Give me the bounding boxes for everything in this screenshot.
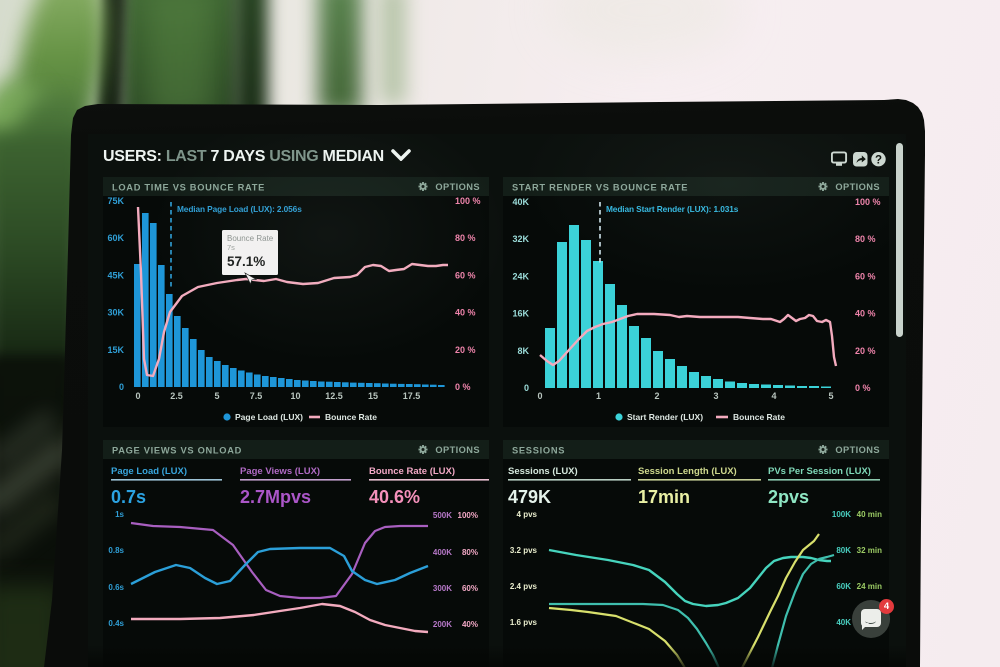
svg-text:?: ? bbox=[875, 154, 882, 166]
svg-text:5: 5 bbox=[214, 391, 219, 401]
svg-text:2pvs: 2pvs bbox=[768, 487, 809, 507]
svg-text:45K: 45K bbox=[107, 270, 124, 280]
svg-text:100K: 100K bbox=[832, 510, 851, 519]
svg-text:Page Load (LUX): Page Load (LUX) bbox=[235, 412, 303, 422]
svg-text:2: 2 bbox=[654, 391, 659, 401]
svg-text:0: 0 bbox=[524, 383, 529, 393]
svg-text:32K: 32K bbox=[512, 234, 529, 244]
svg-text:OPTIONS: OPTIONS bbox=[835, 445, 880, 455]
svg-text:OPTIONS: OPTIONS bbox=[435, 182, 480, 192]
svg-text:80 %: 80 % bbox=[855, 234, 876, 244]
svg-text:24K: 24K bbox=[512, 271, 529, 281]
svg-text:8K: 8K bbox=[517, 346, 529, 356]
svg-text:START RENDER VS BOUNCE RATE: START RENDER VS BOUNCE RATE bbox=[512, 183, 688, 193]
svg-text:LOAD TIME VS BOUNCE RATE: LOAD TIME VS BOUNCE RATE bbox=[112, 183, 265, 193]
svg-text:Bounce Rate: Bounce Rate bbox=[733, 412, 785, 422]
svg-text:Start Render (LUX): Start Render (LUX) bbox=[627, 412, 703, 422]
svg-text:4 pvs: 4 pvs bbox=[517, 510, 538, 519]
svg-text:0.8s: 0.8s bbox=[108, 546, 124, 555]
svg-text:3: 3 bbox=[713, 391, 718, 401]
svg-text:80 %: 80 % bbox=[455, 233, 476, 243]
svg-text:80%: 80% bbox=[462, 548, 478, 557]
svg-text:60%: 60% bbox=[462, 584, 478, 593]
svg-text:40.6%: 40.6% bbox=[369, 487, 420, 507]
svg-text:60K: 60K bbox=[107, 233, 124, 243]
svg-text:60K: 60K bbox=[836, 582, 851, 591]
svg-text:400K: 400K bbox=[433, 548, 452, 557]
svg-text:0.4s: 0.4s bbox=[108, 619, 124, 628]
svg-text:40K: 40K bbox=[836, 618, 851, 627]
svg-text:0.7s: 0.7s bbox=[111, 487, 146, 507]
svg-text:OPTIONS: OPTIONS bbox=[435, 445, 480, 455]
svg-text:32 min: 32 min bbox=[857, 546, 882, 555]
svg-text:Page Views (LUX): Page Views (LUX) bbox=[240, 466, 320, 477]
svg-text:3.2 pvs: 3.2 pvs bbox=[510, 546, 538, 555]
svg-text:0.6s: 0.6s bbox=[108, 583, 124, 592]
svg-text:1: 1 bbox=[596, 391, 601, 401]
svg-text:60 %: 60 % bbox=[455, 270, 476, 280]
svg-text:5: 5 bbox=[828, 391, 833, 401]
svg-text:Bounce Rate: Bounce Rate bbox=[227, 234, 274, 243]
svg-text:57.1%: 57.1% bbox=[227, 254, 265, 269]
svg-text:40 min: 40 min bbox=[857, 510, 882, 519]
svg-text:200K: 200K bbox=[433, 620, 452, 629]
svg-text:100%: 100% bbox=[458, 511, 478, 520]
svg-text:15: 15 bbox=[368, 391, 378, 401]
svg-text:479K: 479K bbox=[508, 487, 551, 507]
svg-text:OPTIONS: OPTIONS bbox=[835, 182, 880, 192]
svg-text:0: 0 bbox=[119, 382, 124, 392]
svg-text:4: 4 bbox=[771, 391, 776, 401]
svg-text:1s: 1s bbox=[115, 510, 124, 519]
svg-text:20 %: 20 % bbox=[855, 346, 876, 356]
svg-text:Median Page Load (LUX): 2.056s: Median Page Load (LUX): 2.056s bbox=[177, 204, 302, 214]
svg-text:Sessions (LUX): Sessions (LUX) bbox=[508, 466, 578, 477]
svg-text:7s: 7s bbox=[227, 243, 235, 252]
svg-text:SESSIONS: SESSIONS bbox=[512, 446, 565, 456]
svg-text:60 %: 60 % bbox=[855, 271, 876, 281]
svg-text:Page Load (LUX): Page Load (LUX) bbox=[111, 466, 187, 477]
svg-text:16K: 16K bbox=[512, 309, 529, 319]
svg-text:500K: 500K bbox=[433, 511, 452, 520]
svg-text:10: 10 bbox=[290, 391, 300, 401]
svg-text:15K: 15K bbox=[107, 345, 124, 355]
svg-text:Bounce Rate (LUX): Bounce Rate (LUX) bbox=[369, 466, 455, 477]
svg-text:40 %: 40 % bbox=[855, 309, 876, 319]
svg-text:0: 0 bbox=[135, 391, 140, 401]
svg-text:100 %: 100 % bbox=[855, 197, 881, 207]
svg-text:75K: 75K bbox=[107, 196, 124, 206]
svg-text:2.4 pvs: 2.4 pvs bbox=[510, 582, 538, 591]
svg-text:2.7Mpvs: 2.7Mpvs bbox=[240, 487, 311, 507]
svg-text:80K: 80K bbox=[836, 546, 851, 555]
svg-text:PAGE VIEWS VS ONLOAD: PAGE VIEWS VS ONLOAD bbox=[112, 446, 242, 456]
svg-text:20 %: 20 % bbox=[455, 345, 476, 355]
svg-text:1.6 pvs: 1.6 pvs bbox=[510, 618, 538, 627]
svg-text:Bounce Rate: Bounce Rate bbox=[325, 412, 377, 422]
svg-text:40K: 40K bbox=[512, 197, 529, 207]
svg-text:24 min: 24 min bbox=[857, 582, 882, 591]
svg-text:7.5: 7.5 bbox=[250, 391, 263, 401]
svg-text:2.5: 2.5 bbox=[170, 391, 183, 401]
svg-text:17.5: 17.5 bbox=[403, 391, 421, 401]
svg-text:0: 0 bbox=[537, 391, 542, 401]
svg-text:0 %: 0 % bbox=[455, 382, 471, 392]
svg-text:Session Length (LUX): Session Length (LUX) bbox=[638, 466, 737, 477]
svg-text:100 %: 100 % bbox=[455, 196, 481, 206]
svg-text:Median Start Render (LUX): 1.0: Median Start Render (LUX): 1.031s bbox=[606, 204, 739, 214]
svg-text:30K: 30K bbox=[107, 308, 124, 318]
svg-text:0 %: 0 % bbox=[855, 383, 871, 393]
svg-text:17min: 17min bbox=[638, 487, 690, 507]
svg-text:40 %: 40 % bbox=[455, 308, 476, 318]
svg-text:40%: 40% bbox=[462, 620, 478, 629]
svg-text:12.5: 12.5 bbox=[325, 391, 343, 401]
svg-text:PVs Per Session (LUX): PVs Per Session (LUX) bbox=[768, 466, 871, 477]
svg-text:300K: 300K bbox=[433, 584, 452, 593]
